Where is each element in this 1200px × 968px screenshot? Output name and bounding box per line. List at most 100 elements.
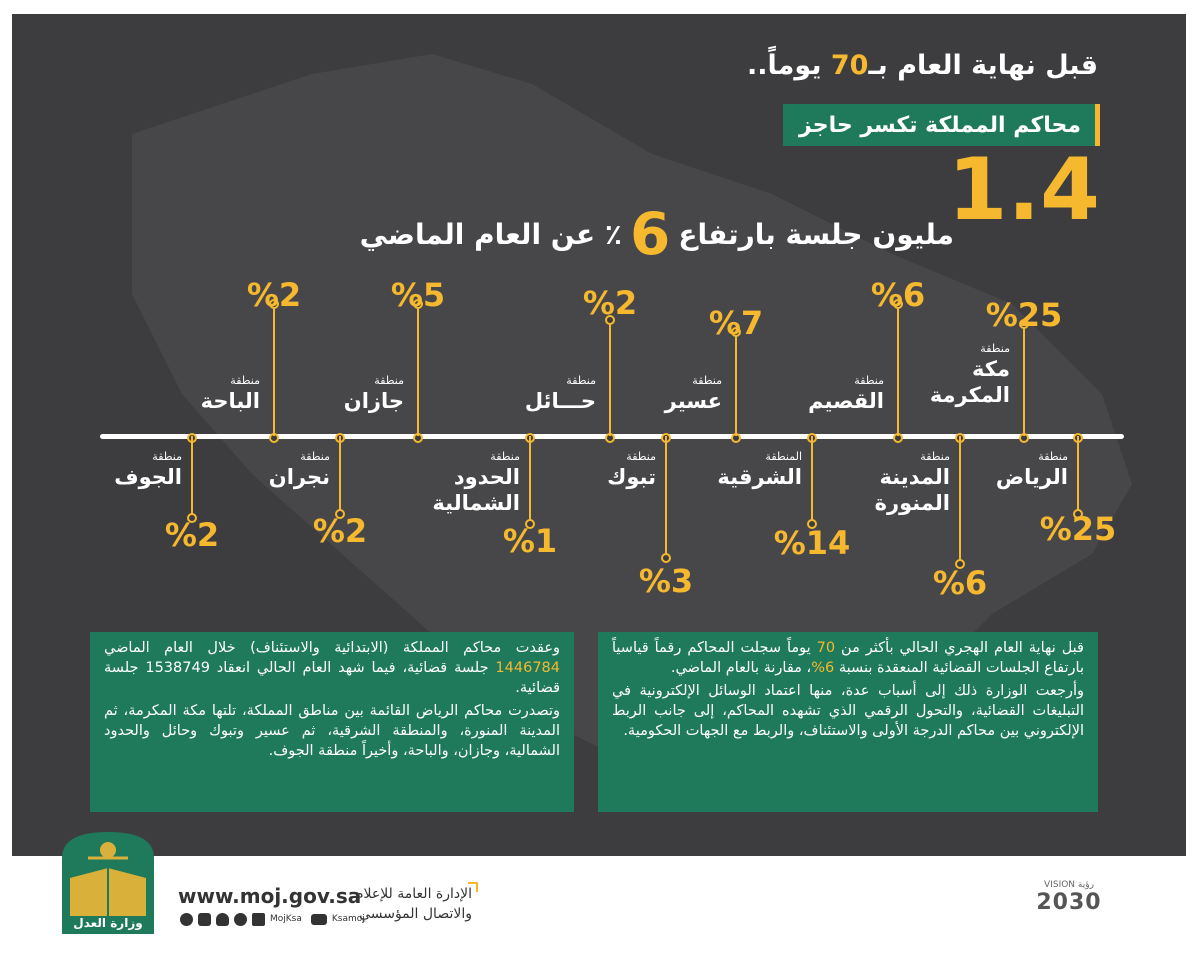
region-name: القصيم: [808, 389, 884, 413]
region-label: منطقة: [980, 342, 1010, 355]
soundcloud-icon[interactable]: [234, 912, 247, 926]
timeline-above-3-stem: [609, 320, 611, 436]
timeline-above-5-name: منطقة الباحة: [201, 374, 260, 414]
snapchat-icon[interactable]: [216, 912, 229, 926]
region-name-line2: الشمالية: [432, 491, 520, 515]
timeline-above-5-pct: %2: [246, 276, 302, 314]
timeline-below-3-pct: %3: [638, 562, 694, 600]
instagram-icon[interactable]: [198, 912, 211, 926]
region-name: عسير: [664, 389, 722, 413]
region-label: منطقة: [854, 374, 884, 387]
social-row: MojKsa Ksamoj: [180, 912, 365, 926]
timeline-above-5-stem: [273, 304, 275, 436]
region-name: حـــائل: [524, 389, 596, 413]
timeline-below-6-end-dot: [187, 513, 197, 523]
timeline-below-5-stem: [339, 436, 341, 514]
timeline-above-4-stem: [417, 304, 419, 436]
region-label: المنطقة: [765, 450, 802, 463]
region-name: نجران: [268, 465, 330, 489]
timeline-below-5-name: منطقة نجران: [269, 450, 330, 490]
timeline-above-4-pct: %5: [390, 276, 446, 314]
moj-logo: وزارة العدل: [58, 828, 158, 934]
timeline-below-1-stem: [959, 436, 961, 564]
region-name: الجوف: [114, 465, 182, 489]
info-right-p2: وأرجعت الوزارة ذلك إلى أسباب عدة، منها ا…: [612, 683, 1084, 739]
infographic-panel: قبل نهاية العام بـ70 يوماً.. محاكم الممل…: [12, 14, 1186, 856]
timeline-below-3-stem: [665, 436, 667, 558]
timeline-below-3-name: منطقة تبوك: [607, 450, 656, 490]
linkedin-icon[interactable]: [252, 912, 265, 926]
region-name: تبوك: [607, 465, 656, 489]
region-name: الحدود: [453, 465, 520, 489]
region-name: المدينة: [879, 465, 951, 489]
timeline-above-4-name: منطقة جازان: [344, 374, 404, 414]
region-name-line2: المكرمة: [929, 383, 1010, 407]
timeline-above-2-end-dot: [731, 327, 741, 337]
timeline-above-0-name: منطقة مكة المكرمة: [930, 342, 1010, 408]
website-link[interactable]: www.moj.gov.sa: [178, 884, 362, 908]
timeline-above-4-end-dot: [413, 299, 423, 309]
timeline-above-2-pct: %7: [708, 304, 764, 342]
timeline-below-0-name: منطقة الرياض: [996, 450, 1068, 490]
twitter-icon[interactable]: [180, 912, 193, 926]
timeline-above-0-stem: [1023, 324, 1025, 436]
timeline-below-6-pct: %2: [164, 516, 220, 554]
region-label: منطقة: [1038, 450, 1068, 463]
timeline-above-2-stem: [735, 332, 737, 436]
timeline-above-3-name: منطقة حـــائل: [525, 374, 596, 414]
timeline-below-2-pct: %14: [773, 524, 851, 562]
vision-2030-logo: VISION رؤية 2030: [1036, 880, 1102, 915]
info-right-p1: قبل نهاية العام الهجري الحالي بأكثر من 7…: [612, 640, 1084, 676]
region-name: الرياض: [995, 465, 1068, 489]
region-label: منطقة: [626, 450, 656, 463]
timeline-below-5-end-dot: [335, 509, 345, 519]
region-label: منطقة: [374, 374, 404, 387]
timeline-above-1-pct: %6: [870, 276, 926, 314]
youtube-icon[interactable]: [310, 913, 327, 925]
timeline-below-6-stem: [191, 436, 193, 518]
timeline-below-1-name: منطقة المدينة المنورة: [875, 450, 950, 516]
headline: قبل نهاية العام بـ70 يوماً..: [747, 50, 1098, 81]
timeline-above-1-end-dot: [893, 299, 903, 309]
region-label: منطقة: [230, 374, 260, 387]
timeline-below-2-end-dot: [807, 519, 817, 529]
region-label: منطقة: [920, 450, 950, 463]
timeline-above-0-end-dot: [1019, 319, 1029, 329]
timeline-above-5-end-dot: [269, 299, 279, 309]
timeline-below-4-stem: [529, 436, 531, 524]
bracket-icon: [468, 882, 478, 892]
timeline-above-3-pct: %2: [582, 284, 638, 322]
timeline-below-1-end-dot: [955, 559, 965, 569]
info-left-p2: وتصدرت محاكم الرياض القائمة بين مناطق ال…: [104, 703, 560, 759]
info-box-right: قبل نهاية العام الهجري الحالي بأكثر من 7…: [598, 632, 1098, 812]
saudi-map-silhouette: [132, 54, 1132, 774]
timeline-below-1-pct: %6: [932, 564, 988, 602]
timeline-below-0-pct: %25: [1039, 510, 1117, 548]
timeline-above-1-name: منطقة القصيم: [808, 374, 884, 414]
timeline-below-0-end-dot: [1073, 509, 1083, 519]
timeline-above-0-pct: %25: [985, 296, 1063, 334]
region-label: منطقة: [566, 374, 596, 387]
timeline-above-2-name: منطقة عسير: [665, 374, 722, 414]
timeline-above-3-end-dot: [605, 315, 615, 325]
timeline-below-4-end-dot: [525, 519, 535, 529]
timeline-below-3-end-dot: [661, 553, 671, 563]
timeline-below-5-pct: %2: [312, 512, 368, 550]
timeline-below-0-stem: [1077, 436, 1079, 514]
department-name: الإدارة العامة للإعلام والاتصال المؤسسي: [352, 882, 478, 924]
logo-text: وزارة العدل: [73, 916, 143, 930]
headline-tag: محاكم المملكة تكسر حاجز: [783, 104, 1100, 146]
region-name: جازان: [343, 389, 404, 413]
region-label: منطقة: [300, 450, 330, 463]
sub-headline: مليون جلسة بارتفاع6٪ عن العام الماضي: [359, 200, 954, 268]
timeline-below-2-stem: [811, 436, 813, 524]
info-box-left: وعقدت محاكم المملكة (الابتدائية والاستئن…: [90, 632, 574, 812]
big-number: 1.4: [947, 140, 1100, 240]
region-name: الباحة: [200, 389, 260, 413]
info-left-p1: وعقدت محاكم المملكة (الابتدائية والاستئن…: [104, 640, 560, 696]
timeline-below-4-name: منطقة الحدود الشمالية: [432, 450, 520, 516]
region-name-line2: المنورة: [874, 491, 950, 515]
region-name: مكة: [972, 357, 1010, 381]
region-label: منطقة: [490, 450, 520, 463]
timeline-below-4-pct: %1: [502, 522, 558, 560]
